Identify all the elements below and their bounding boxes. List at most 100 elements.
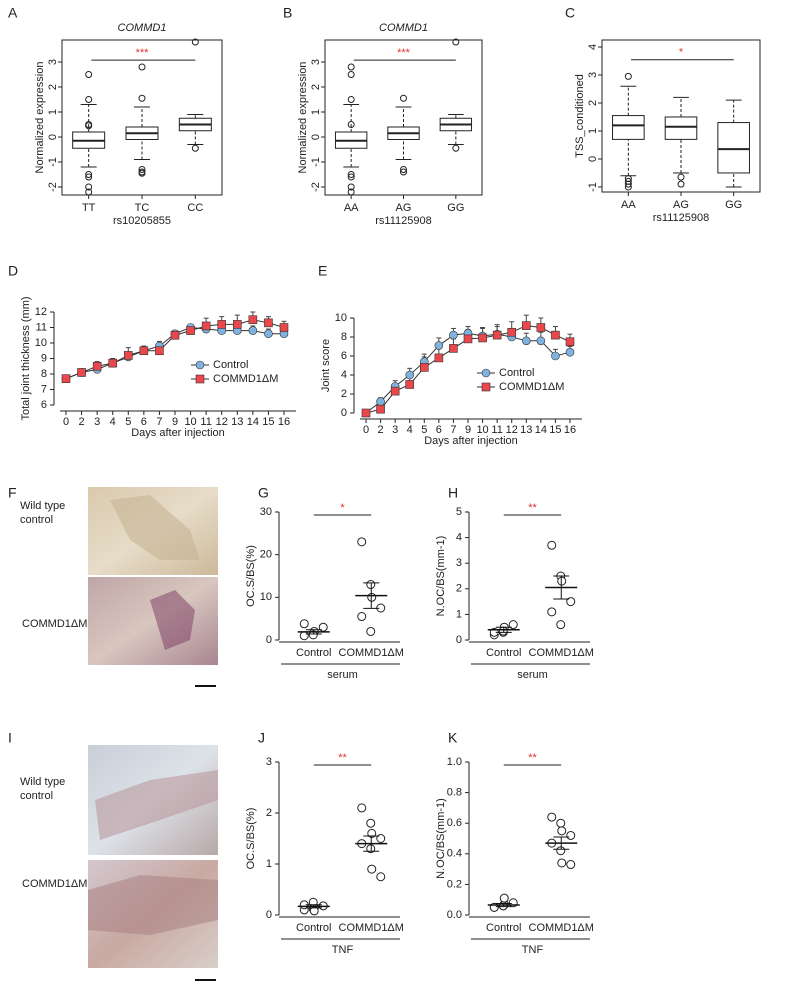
image-label: Wild type control [20, 500, 65, 526]
x-tick-label: 9 [172, 416, 178, 428]
y-tick-label: 2 [266, 807, 272, 819]
legend-label: COMMD1ΔM [499, 381, 564, 393]
x-tick-label: 10 [184, 416, 196, 428]
outlier [347, 96, 355, 103]
outlier [677, 180, 685, 188]
y-axis-label: Total joint thickness (mm) [20, 296, 32, 420]
point [536, 323, 546, 332]
x-tick-label: 4 [110, 416, 116, 428]
panel-letter: B [283, 5, 292, 21]
y-tick-label: 1.0 [447, 756, 462, 768]
point [463, 334, 473, 344]
x-tick-label: 12 [506, 424, 518, 436]
x-tick-label: 3 [94, 416, 100, 428]
y-tick-label: 1 [47, 109, 59, 115]
point [361, 408, 371, 418]
point [299, 619, 309, 629]
y-tick-label: -1 [587, 182, 599, 192]
group-label: TNF [332, 944, 354, 956]
panel-letter: C [565, 5, 575, 21]
legend-marker [195, 360, 205, 370]
outlier [347, 183, 355, 191]
chart-title: COMMD1 [118, 22, 167, 34]
y-tick-label: 0 [47, 134, 59, 140]
significance: *** [397, 47, 411, 59]
point [357, 612, 367, 622]
tissue [150, 590, 195, 650]
outlier [85, 173, 93, 181]
y-tick-label: 2 [47, 84, 59, 90]
y-tick-label: 0.6 [447, 817, 462, 829]
point [139, 346, 149, 356]
x-axis-label: rs11125908 [375, 215, 431, 227]
point [405, 380, 415, 389]
point [170, 330, 180, 340]
point [376, 397, 385, 406]
y-tick-label: 6 [41, 399, 47, 411]
point [61, 374, 71, 383]
y-axis-label: N.OC/BS(mm-1) [435, 798, 447, 879]
x-tick-label: AG [396, 202, 412, 214]
point [551, 330, 560, 340]
x-tick-label: 14 [247, 416, 259, 428]
point [248, 315, 258, 325]
outlier [85, 122, 93, 130]
point [499, 893, 509, 903]
x-tick-label: AG [673, 199, 689, 211]
outlier [138, 94, 146, 102]
y-axis-label: Joint score [320, 339, 332, 392]
tissue [95, 770, 218, 840]
panel-letter: D [8, 263, 18, 279]
y-tick-label: 0.4 [447, 848, 462, 860]
point [357, 803, 367, 813]
point [92, 361, 102, 371]
y-tick-label: 1 [587, 128, 599, 134]
panel-letter: H [448, 485, 458, 501]
x-tick-label: 2 [378, 424, 384, 436]
significance: ** [528, 502, 537, 514]
point [507, 327, 517, 337]
point [366, 626, 376, 636]
x-tick-label: 13 [520, 424, 532, 436]
x-tick-label: TC [135, 202, 150, 214]
x-tick-label: 7 [450, 424, 456, 436]
y-tick-label: 2 [456, 583, 462, 595]
point [566, 597, 576, 607]
y-tick-label: -2 [310, 182, 322, 192]
point [186, 326, 195, 335]
panel: G 0 10 20 30 OC.S/BS(%) Control COMMD1ΔM serum * [245, 485, 404, 681]
y-tick-label: 1 [456, 608, 462, 620]
point [376, 872, 386, 882]
outlier [677, 173, 685, 181]
panel: C -1 0 1 2 3 4 TSS_conditioned rs11125908 AA AG GG * [565, 5, 761, 224]
outlier [400, 168, 407, 176]
panel-letter: E [318, 263, 327, 279]
outlier [191, 38, 199, 46]
point [108, 358, 118, 368]
series-line [365, 332, 571, 414]
y-tick-label: 3 [310, 59, 322, 65]
image-label: COMMD1ΔM [22, 618, 87, 630]
x-tick-label: 13 [231, 416, 243, 428]
x-tick-label: 5 [125, 416, 131, 428]
outlier [191, 144, 199, 152]
outlier [624, 183, 632, 191]
point [405, 370, 415, 380]
panel-letter: I [8, 730, 12, 746]
y-tick-label: 0 [266, 634, 272, 646]
y-tick-label: 9 [41, 352, 47, 364]
significance: *** [136, 47, 150, 59]
y-tick-label: 20 [260, 549, 272, 561]
x-tick-label: Control [486, 647, 521, 659]
point [547, 607, 557, 617]
point [279, 323, 289, 332]
point [217, 320, 227, 329]
box [717, 122, 750, 174]
x-tick-label: 14 [535, 424, 547, 436]
point [521, 321, 531, 330]
panel-letter: G [258, 485, 269, 501]
outlier [347, 188, 355, 196]
